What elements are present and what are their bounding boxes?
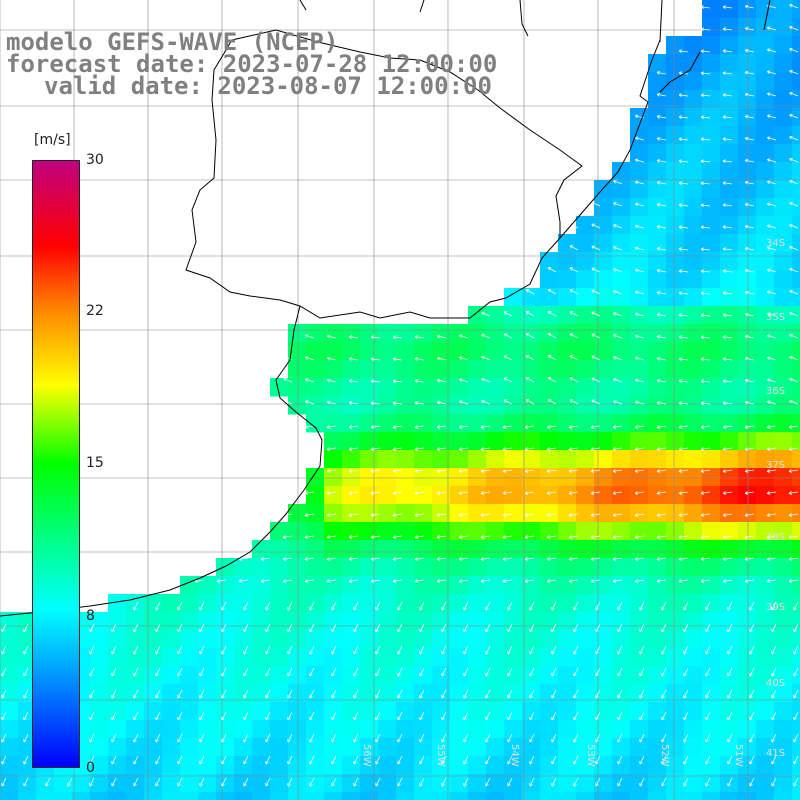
colorbar-unit: [m/s] [34,132,71,148]
wind-vectors [1,3,799,787]
lon-label-55w: 55W [435,744,446,767]
colorbar-tick-15: 15 [86,455,104,471]
forecast-date: forecast date: 2023-07-28 12:00:00 [6,50,498,78]
longitude-labels: 56W 55W 54W 53W 52W 51W [361,744,744,767]
lat-label-39s: 39S [766,602,785,613]
colorbar [32,160,80,768]
lat-label-40s: 40S [766,678,785,689]
lon-label-51w: 51W [733,744,744,767]
lat-label-34s: 34S [766,238,785,249]
model-title: modelo GEFS-WAVE (NCEP) [6,28,339,56]
valid-date: valid date: 2023-08-07 12:00:00 [44,72,492,100]
lon-label-52w: 52W [659,744,670,767]
coastline [0,0,771,617]
colorbar-tick-30: 30 [86,152,104,168]
colorbar-tick-22: 22 [86,303,104,319]
lon-label-56w: 56W [361,744,372,767]
colorbar-tick-0: 0 [86,760,95,776]
lat-label-36s: 36S [766,386,785,397]
lon-label-54w: 54W [509,744,520,767]
lat-label-35s: 35S [766,312,785,323]
latitude-labels: 34S 35S 36S 37S 38S 39S 40S 41S [766,238,785,759]
lat-label-41s: 41S [766,748,785,759]
lat-label-37s: 37S [766,460,785,471]
colorbar-tick-8: 8 [86,608,95,624]
lon-label-53w: 53W [585,744,596,767]
lat-label-38s: 38S [766,532,785,543]
